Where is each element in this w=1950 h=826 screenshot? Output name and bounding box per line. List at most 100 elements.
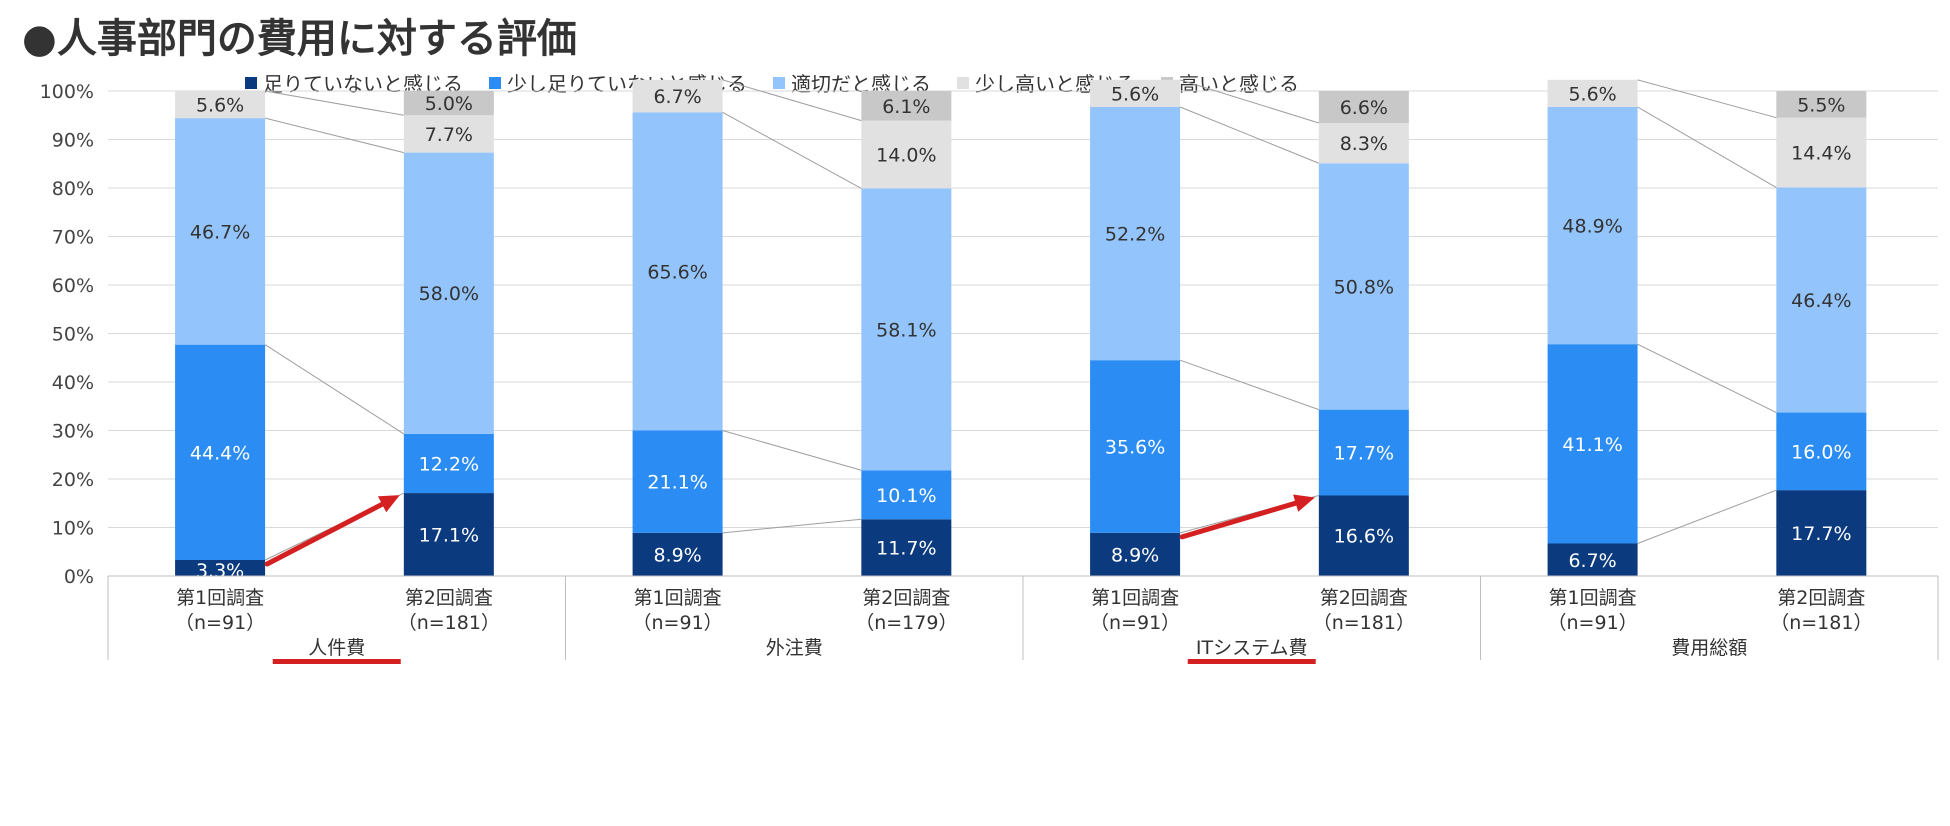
- y-tick-label: 40%: [52, 372, 94, 394]
- connector-line: [264, 344, 405, 435]
- data-label: 11.7%: [876, 538, 936, 560]
- bar-segment: [175, 91, 266, 119]
- y-tick-label: 80%: [52, 178, 94, 200]
- x-tick-label: 第2回調査: [862, 587, 950, 609]
- connector-line: [1637, 106, 1777, 188]
- data-label: 8.9%: [653, 544, 701, 566]
- data-label: 17.7%: [1791, 523, 1851, 545]
- bar-segment: [1090, 532, 1181, 576]
- legend-swatch: [245, 76, 257, 89]
- connector-line: [264, 117, 404, 154]
- x-tick-label: （n=181）: [1313, 612, 1415, 634]
- group-label: 費用総額: [1671, 637, 1747, 659]
- y-tick-label: 50%: [52, 324, 94, 346]
- connector-line: [1637, 79, 1777, 119]
- x-tick-label: 第1回調査: [1549, 587, 1637, 609]
- trend-arrow-head: [377, 495, 400, 513]
- bar-segment: [175, 344, 266, 560]
- bar-segment: [175, 118, 266, 345]
- data-label: 5.6%: [1568, 83, 1616, 105]
- x-tick-label: （n=181）: [1770, 612, 1872, 634]
- trend-arrow-head: [1293, 494, 1315, 512]
- y-tick-label: 10%: [52, 518, 94, 540]
- bar-segment: [403, 433, 494, 494]
- data-label: 48.9%: [1562, 216, 1622, 238]
- bar-segment: [403, 493, 494, 576]
- x-tick-label: （n=179）: [855, 612, 957, 634]
- connector-line: [722, 79, 862, 122]
- connector-line: [1179, 359, 1320, 411]
- data-label: 5.5%: [1797, 94, 1845, 116]
- connector-line: [722, 518, 862, 534]
- bar-segment: [861, 120, 952, 189]
- connector-line: [1637, 489, 1777, 544]
- bar-segment: [861, 470, 952, 520]
- x-tick-label: 第1回調査: [634, 587, 722, 609]
- data-label: 58.0%: [419, 283, 479, 305]
- data-label: 14.0%: [876, 145, 936, 167]
- bar-segment: [1547, 107, 1638, 345]
- legend-swatch: [957, 76, 969, 89]
- data-label: 35.6%: [1105, 437, 1165, 459]
- bar-segment: [175, 559, 266, 576]
- data-label: 5.0%: [425, 93, 473, 115]
- data-label: 50.8%: [1334, 276, 1394, 298]
- connector-line: [1637, 343, 1777, 414]
- data-label: 16.0%: [1791, 441, 1851, 463]
- bar-segment: [861, 91, 952, 121]
- x-tick-label: （n=91）: [633, 612, 723, 634]
- data-label: 14.4%: [1791, 143, 1851, 165]
- data-label: 12.2%: [419, 453, 479, 475]
- data-label: 5.6%: [1111, 83, 1159, 105]
- group-label: 外注費: [766, 637, 823, 659]
- data-label: 44.4%: [190, 442, 250, 464]
- group-label: ITシステム費: [1196, 637, 1308, 659]
- data-label: 10.1%: [876, 485, 936, 507]
- y-tick-label: 60%: [52, 275, 94, 297]
- bar-segment: [1776, 490, 1867, 576]
- group-highlight-underline: [1187, 659, 1316, 664]
- x-tick-label: 第2回調査: [1777, 587, 1865, 609]
- legend-swatch: [773, 76, 785, 89]
- bar-segment: [1090, 107, 1181, 361]
- data-label: 17.1%: [419, 525, 479, 547]
- bar-segment: [1776, 187, 1867, 413]
- connector-line: [722, 111, 862, 189]
- bar-segment: [1318, 163, 1409, 410]
- bar-segment: [632, 532, 723, 576]
- connector-line: [265, 90, 404, 116]
- connector-line: [722, 430, 862, 471]
- data-label: 7.7%: [425, 124, 473, 146]
- bar-segment: [1090, 79, 1181, 108]
- data-label: 6.7%: [1568, 550, 1616, 572]
- trend-arrow: [1179, 500, 1299, 540]
- trend-arrow: [264, 501, 385, 567]
- bar-segment: [1318, 495, 1409, 576]
- bar-segment: [1090, 360, 1181, 533]
- data-label: 65.6%: [647, 261, 707, 283]
- group-highlight-underline: [272, 659, 401, 664]
- data-label: 6.7%: [653, 86, 701, 108]
- x-tick-label: （n=91）: [1548, 612, 1638, 634]
- data-label: 6.6%: [1340, 97, 1388, 119]
- bar-segment: [403, 115, 494, 153]
- y-tick-label: 20%: [52, 469, 94, 491]
- x-tick-label: （n=91）: [175, 612, 265, 634]
- bar-segment: [403, 91, 494, 116]
- bar-segment: [632, 79, 723, 113]
- data-label: 5.6%: [196, 95, 244, 117]
- group-label: 人件費: [308, 637, 365, 659]
- data-label: 8.3%: [1340, 133, 1388, 155]
- data-label: 46.4%: [1791, 290, 1851, 312]
- data-label: 46.7%: [190, 221, 250, 243]
- x-tick-label: （n=181）: [398, 612, 500, 634]
- data-label: 52.2%: [1105, 224, 1165, 246]
- data-label: 41.1%: [1562, 434, 1622, 456]
- bar-segment: [1547, 344, 1638, 544]
- data-label: 8.9%: [1111, 544, 1159, 566]
- legend-swatch: [489, 76, 501, 89]
- data-label: 3.3%: [196, 560, 244, 582]
- y-tick-label: 100%: [40, 81, 94, 103]
- bar-segment: [1547, 543, 1638, 576]
- data-label: 16.6%: [1334, 526, 1394, 548]
